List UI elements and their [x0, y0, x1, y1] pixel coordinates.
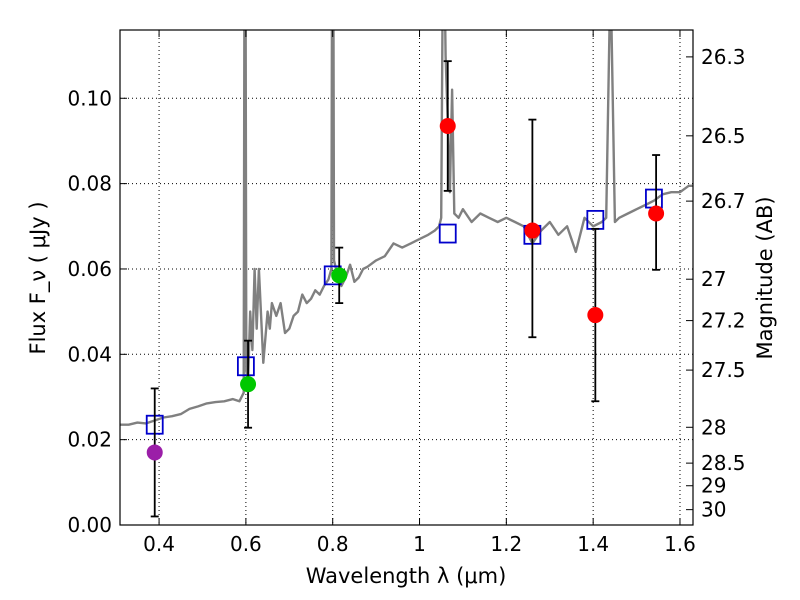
plot-frame	[119, 29, 694, 526]
photometry-point	[331, 267, 348, 284]
photometry-point	[146, 444, 163, 461]
spectrum-line	[120, 30, 693, 426]
right-tick-label: 28.5	[701, 451, 746, 475]
model-band-square	[236, 356, 255, 377]
right-tick-label: 27	[701, 267, 726, 291]
y-axis-title: Flux F_ν ( μJy )	[26, 201, 51, 354]
x-tick-label: 0.6	[230, 532, 262, 556]
photometry-point	[648, 205, 665, 222]
right-tick-label: 29	[701, 474, 726, 498]
series-layer	[120, 30, 693, 518]
ticks-layer: 0.4 0.6 0.8 1 1.2 1.4 1.6 0.00 0.02 0.04 0.06 0.08 0…	[67, 30, 746, 556]
x-tick-label: 1.2	[490, 532, 522, 556]
model-band-square	[438, 223, 457, 244]
grid-layer	[120, 30, 693, 525]
model-band-square	[645, 188, 663, 209]
x-tick-label: 0.8	[317, 532, 349, 556]
x-tick-label: 1.6	[664, 532, 696, 556]
photometry-point	[439, 118, 456, 135]
y-tick-label: 0.04	[67, 342, 112, 366]
x-axis-title: Wavelength λ (μm)	[306, 564, 507, 588]
photometry-point	[240, 376, 257, 393]
right-tick-label: 26.7	[701, 189, 746, 213]
right-tick-label: 26.3	[701, 45, 746, 69]
right-tick-label: 26.5	[701, 124, 746, 148]
y-tick-label: 0.00	[67, 513, 112, 537]
right-axis-title: Magnitude (AB)	[753, 196, 777, 359]
plot-area	[120, 30, 693, 518]
right-tick-label: 27.2	[701, 309, 746, 333]
right-tick-label: 27.5	[701, 358, 746, 382]
y-tick-label: 0.06	[67, 257, 112, 281]
right-tick-label: 28	[701, 415, 726, 439]
x-tick-label: 1	[413, 532, 426, 556]
photometry-point	[524, 222, 541, 239]
y-tick-label: 0.02	[67, 428, 112, 452]
x-tick-label: 0.4	[143, 532, 175, 556]
y-tick-label: 0.08	[67, 172, 112, 196]
y-tick-label: 0.10	[67, 86, 112, 110]
right-tick-label: 30	[701, 498, 726, 522]
photometry-point	[587, 307, 604, 324]
x-tick-label: 1.4	[577, 532, 609, 556]
